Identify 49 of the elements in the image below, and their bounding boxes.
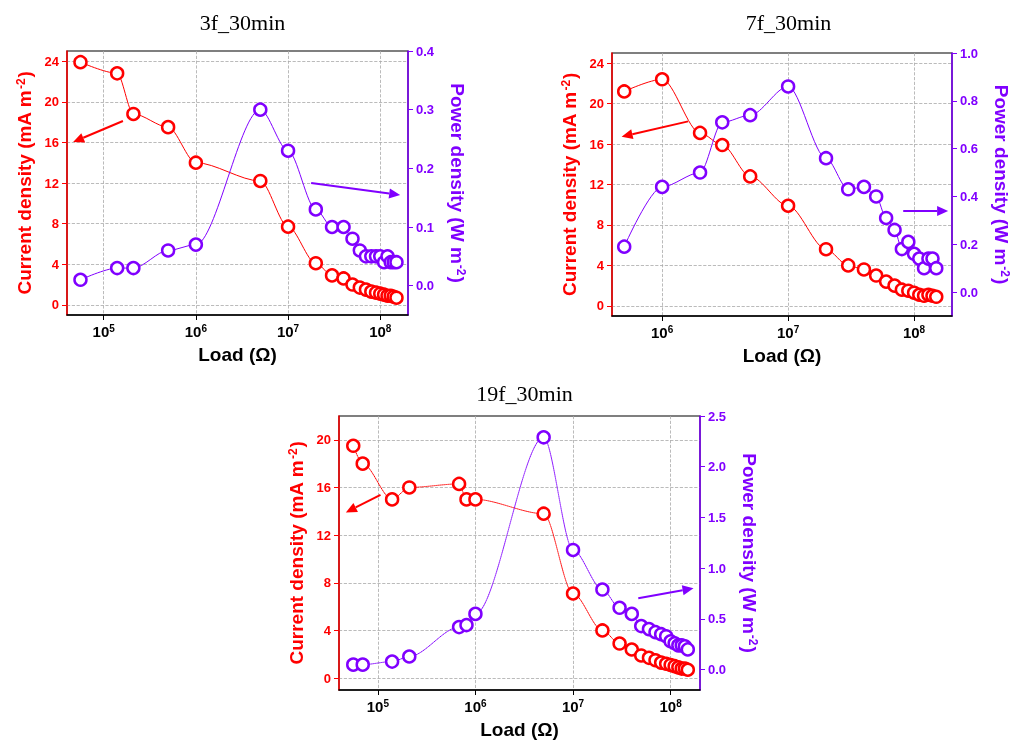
y-tick-label: 0: [323, 670, 331, 686]
y-tick-label: 16: [589, 136, 604, 152]
y-axis-title: Current density (mA m-2): [285, 441, 307, 665]
y-tick-label: 4: [596, 257, 605, 273]
y2-tick-label: 0.0: [416, 278, 435, 294]
y-tick-label: 16: [316, 479, 331, 495]
y2-axis-title: Power density (W m-2): [991, 84, 1012, 285]
y-tick-label: 12: [44, 175, 59, 191]
y2-tick-label: 2.5: [708, 408, 727, 424]
y-tick-label: 16: [44, 134, 59, 150]
y-tick-label: 4: [323, 622, 332, 638]
y2-tick-label: 1.0: [960, 45, 979, 61]
y-tick-label: 12: [589, 177, 604, 192]
y2-tick-label: 0.4: [416, 43, 435, 59]
chart-title: 19f_30min: [476, 380, 573, 406]
y-tick-label: 4: [51, 256, 60, 272]
y-tick-label: 8: [596, 217, 604, 233]
y2-tick-label: 0.6: [960, 141, 979, 157]
y-tick-label: 0: [596, 298, 604, 314]
y-tick-label: 20: [316, 432, 331, 448]
y-tick-label: 24: [589, 55, 605, 71]
y-tick-label: 0: [51, 297, 59, 313]
x-axis-title: Load (Ω): [742, 345, 822, 366]
y-tick-label: 8: [323, 575, 331, 591]
y-tick-label: 12: [316, 527, 331, 543]
y2-tick-label: 0.1: [416, 219, 435, 235]
y2-tick-label: 0.8: [960, 93, 979, 109]
y2-axis-title: Power density (W m-2): [447, 83, 468, 283]
y2-tick-label: 0.0: [960, 284, 979, 300]
y2-tick-label: 1.0: [708, 560, 727, 576]
y2-tick-label: 0.2: [416, 160, 435, 176]
x-axis-title: Load (Ω): [198, 344, 277, 365]
y-tick-label: 20: [589, 96, 604, 112]
y-tick-label: 24: [44, 53, 60, 69]
y2-tick-label: 0.3: [416, 102, 435, 118]
y-axis-title: Current density (mA m-2): [558, 72, 580, 297]
y2-tick-label: 0.0: [708, 662, 727, 678]
y2-tick-label: 1.5: [708, 509, 727, 525]
x-axis-title: Load (Ω): [480, 719, 559, 740]
y2-tick-label: 2.0: [708, 459, 727, 475]
y2-tick-label: 0.2: [960, 236, 979, 252]
y-tick-label: 20: [44, 94, 59, 110]
chart-title: 3f_30min: [199, 9, 286, 35]
y2-axis-title: Power density (W m-2): [739, 453, 760, 653]
y-axis-title: Current density (mA m-2): [13, 71, 35, 295]
y2-tick-label: 0.4: [960, 188, 979, 204]
y-tick-label: 8: [51, 216, 59, 232]
chart-title: 7f_30min: [745, 9, 832, 35]
y2-tick-label: 0.5: [708, 611, 727, 627]
